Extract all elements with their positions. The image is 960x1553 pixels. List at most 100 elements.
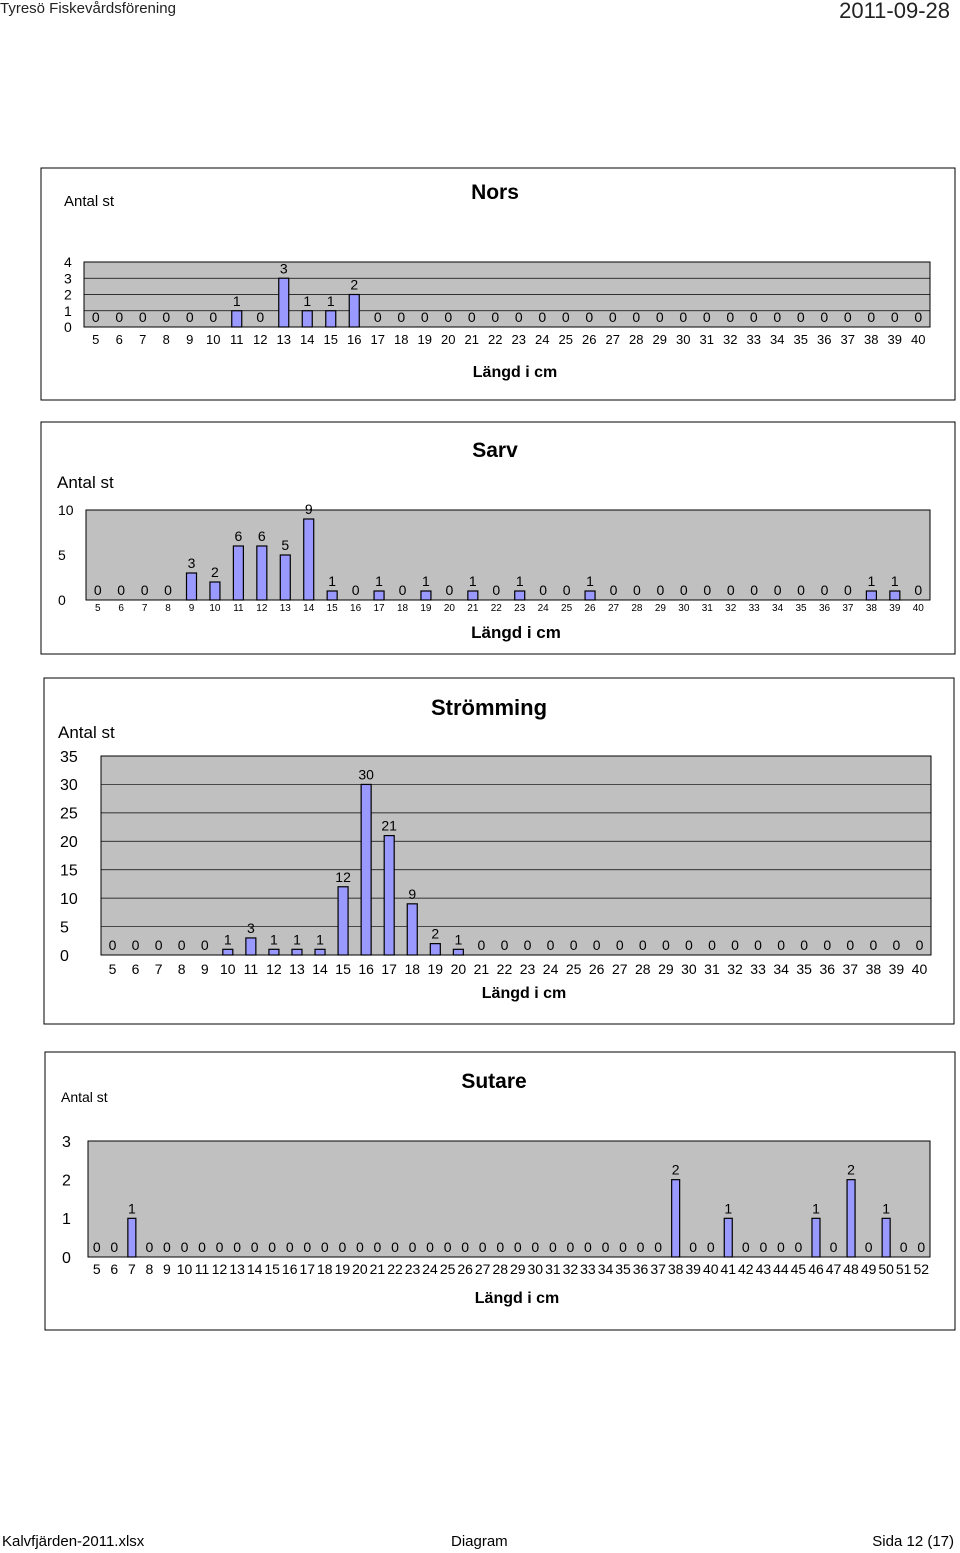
y-axis-label: Antal st: [61, 1089, 108, 1105]
x-tick-label: 8: [145, 1261, 153, 1277]
data-label: 0: [754, 937, 762, 953]
y-tick-label: 10: [58, 502, 74, 518]
bar: [846, 1179, 856, 1258]
x-tick-label: 32: [727, 961, 743, 977]
data-label: 0: [201, 937, 209, 953]
data-label: 0: [92, 309, 100, 325]
data-label: 1: [233, 293, 241, 309]
x-tick-label: 25: [440, 1261, 456, 1277]
x-tick-label: 38: [864, 332, 878, 347]
x-tick-label: 16: [282, 1261, 298, 1277]
x-tick-label: 10: [209, 603, 221, 614]
x-tick-label: 42: [738, 1261, 754, 1277]
bar: [209, 581, 221, 601]
x-tick-label: 22: [488, 332, 502, 347]
x-tick-label: 21: [474, 961, 490, 977]
x-tick-label: 20: [444, 603, 456, 614]
x-tick-label: 33: [750, 961, 766, 977]
data-label: 0: [689, 1239, 697, 1255]
x-tick-label: 33: [580, 1261, 596, 1277]
data-label: 0: [399, 582, 407, 598]
footer-filename: Kalvfjärden-2011.xlsx: [2, 1533, 145, 1550]
bar: [811, 1217, 821, 1258]
x-tick-label: 19: [420, 603, 432, 614]
x-tick-label: 12: [253, 332, 267, 347]
bar: [723, 1217, 733, 1258]
data-label: 0: [726, 309, 734, 325]
y-tick-label: 0: [64, 319, 72, 335]
data-label: 0: [524, 937, 532, 953]
bar: [467, 590, 479, 601]
x-tick-label: 14: [303, 603, 315, 614]
data-label: 0: [461, 1239, 469, 1255]
data-label: 0: [602, 1239, 610, 1255]
data-label: 0: [703, 582, 711, 598]
x-tick-label: 5: [109, 961, 117, 977]
x-tick-label: 28: [629, 332, 643, 347]
data-label: 0: [742, 1239, 750, 1255]
data-label: 0: [609, 309, 617, 325]
data-label: 0: [914, 582, 922, 598]
x-tick-label: 13: [289, 961, 305, 977]
data-label: 0: [178, 937, 186, 953]
x-tick-label: 11: [244, 961, 259, 977]
x-tick-label: 39: [685, 1261, 701, 1277]
x-tick-label: 9: [189, 603, 195, 614]
data-label: 0: [844, 582, 852, 598]
x-tick-label: 8: [165, 603, 171, 614]
data-label: 0: [584, 1239, 592, 1255]
x-tick-label: 10: [206, 332, 220, 347]
bar: [314, 948, 326, 956]
data-label: 0: [679, 309, 687, 325]
x-tick-label: 45: [791, 1261, 807, 1277]
data-label: 0: [727, 582, 735, 598]
data-label: 0: [662, 937, 670, 953]
bar: [127, 1217, 137, 1258]
data-label: 0: [181, 1239, 189, 1255]
x-tick-label: 26: [584, 603, 596, 614]
data-label: 0: [914, 309, 922, 325]
x-tick-label: 23: [520, 961, 536, 977]
data-label: 0: [491, 309, 499, 325]
data-label: 0: [426, 1239, 434, 1255]
x-tick-label: 37: [841, 332, 855, 347]
data-label: 0: [374, 1239, 382, 1255]
data-label: 0: [538, 309, 546, 325]
data-label: 1: [586, 573, 594, 589]
x-tick-label: 31: [700, 332, 714, 347]
x-tick-label: 41: [720, 1261, 736, 1277]
x-tick-label: 43: [756, 1261, 772, 1277]
data-label: 0: [109, 937, 117, 953]
x-tick-label: 17: [381, 961, 397, 977]
data-label: 0: [145, 1239, 153, 1255]
x-tick-label: 13: [277, 332, 291, 347]
x-tick-label: 14: [312, 961, 328, 977]
x-tick-label: 26: [582, 332, 596, 347]
x-tick-label: 18: [404, 961, 420, 977]
data-label: 0: [654, 1239, 662, 1255]
data-label: 3: [280, 260, 288, 276]
data-label: 0: [917, 1239, 925, 1255]
data-label: 0: [515, 309, 523, 325]
x-tick-label: 31: [545, 1261, 561, 1277]
y-axis-label: Antal st: [57, 473, 114, 492]
x-tick-label: 34: [770, 332, 784, 347]
footer-page: Sida 12 (17): [872, 1533, 954, 1550]
data-label: 0: [846, 937, 854, 953]
data-label: 1: [327, 293, 335, 309]
plot-area: [85, 509, 931, 601]
data-label: 0: [685, 937, 693, 953]
x-tick-label: 26: [589, 961, 605, 977]
x-tick-label: 19: [428, 961, 444, 977]
data-label: 1: [724, 1200, 732, 1216]
x-tick-label: 32: [725, 603, 737, 614]
data-label: 2: [847, 1162, 855, 1178]
x-tick-label: 10: [220, 961, 236, 977]
x-axis-label: Längd i cm: [473, 364, 557, 381]
bar: [325, 310, 337, 328]
data-label: 0: [632, 309, 640, 325]
x-tick-label: 9: [201, 961, 209, 977]
y-tick-label: 2: [62, 1172, 71, 1189]
bar: [231, 310, 243, 328]
